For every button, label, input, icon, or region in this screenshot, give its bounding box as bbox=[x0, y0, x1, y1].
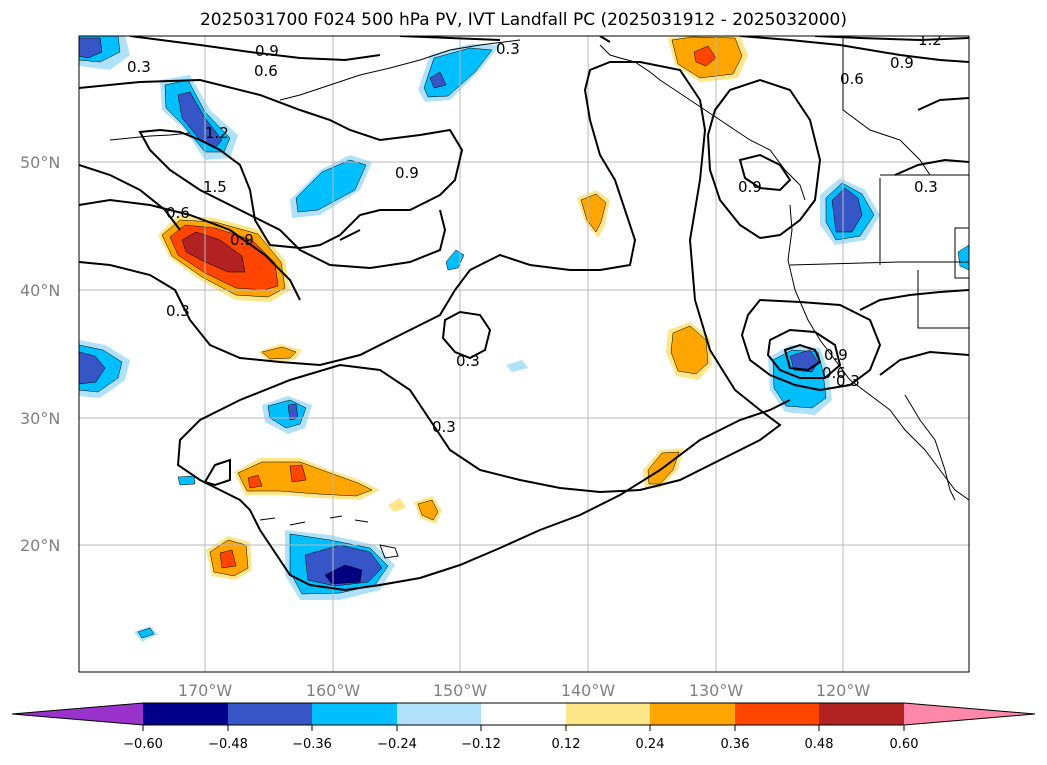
contour-label: 0.3 bbox=[127, 58, 151, 76]
lat-label-40n: 40°N bbox=[20, 281, 60, 300]
contour-label: 0.3 bbox=[914, 178, 938, 196]
colorbar-tick-label: −0.12 bbox=[461, 737, 501, 752]
colorbar-segment bbox=[143, 703, 228, 725]
contour-label: 0.9 bbox=[738, 178, 762, 196]
lon-label-140w: 140°W bbox=[561, 681, 616, 700]
colorbar-segment bbox=[735, 703, 819, 725]
anomaly-patch-blue bbox=[831, 187, 863, 233]
latitude-labels: 50°N 40°N 30°N 20°N bbox=[20, 153, 60, 555]
anomaly-patch-orange bbox=[388, 498, 406, 512]
page-title: 2025031700 F024 500 hPa PV, IVT Landfall… bbox=[199, 10, 847, 30]
anomaly-patches bbox=[79, 36, 969, 642]
contour-label: 0.3 bbox=[836, 372, 860, 390]
anomaly-patch-blue bbox=[177, 475, 196, 486]
colorbar-tick-label: 0.12 bbox=[552, 737, 581, 752]
colorbar-high-extend bbox=[904, 703, 1035, 725]
lat-label-50n: 50°N bbox=[20, 153, 60, 172]
colorbar-low-extend bbox=[12, 703, 143, 725]
anomaly-patch-blue bbox=[506, 360, 528, 372]
contour-label: 0.3 bbox=[496, 40, 520, 58]
colorbar-segment bbox=[650, 703, 735, 725]
contour-label: 0.6 bbox=[254, 62, 278, 80]
anomaly-patch-orange bbox=[580, 193, 607, 233]
colorbar-segment bbox=[312, 703, 397, 725]
contour-label: 0.6 bbox=[166, 204, 190, 222]
anomaly-patch-blue bbox=[324, 564, 363, 585]
anomaly-patch-blue bbox=[957, 244, 969, 271]
contour-label: 0.3 bbox=[432, 418, 456, 436]
anomaly-patch-orange bbox=[219, 549, 237, 569]
contour-label: 0.6 bbox=[822, 364, 846, 382]
map-panel: 0.3 0.9 0.6 0.3 1.2 0.9 0.6 1.2 1.5 0.9 … bbox=[79, 31, 969, 672]
anomaly-patch-orange bbox=[417, 499, 439, 521]
anomaly-patch-orange bbox=[261, 346, 297, 360]
colorbar-tick-label: −0.24 bbox=[377, 737, 417, 752]
coastlines bbox=[109, 36, 969, 559]
anomaly-patch-blue bbox=[79, 37, 103, 59]
lat-label-30n: 30°N bbox=[20, 409, 60, 428]
contour-label: 1.2 bbox=[918, 31, 942, 49]
contour-label: 0.6 bbox=[840, 70, 864, 88]
lon-label-160w: 160°W bbox=[306, 681, 361, 700]
anomaly-patch-blue bbox=[177, 91, 223, 149]
anomaly-patch-orange bbox=[289, 464, 307, 483]
contour-label: 1.2 bbox=[205, 124, 229, 142]
lon-label-150w: 150°W bbox=[433, 681, 488, 700]
colorbar-tick-label: 0.48 bbox=[805, 737, 834, 752]
anomaly-patch-orange bbox=[670, 325, 709, 375]
longitude-labels: 170°W 160°W 150°W 140°W 130°W 120°W bbox=[178, 681, 871, 700]
contour-label: 0.9 bbox=[395, 164, 419, 182]
lon-label-120w: 120°W bbox=[816, 681, 871, 700]
map-frame bbox=[78, 35, 970, 673]
colorbar-tick-label: 0.36 bbox=[721, 737, 750, 752]
anomaly-patch-blue bbox=[79, 351, 106, 385]
contour-label: 0.9 bbox=[890, 54, 914, 72]
contour-labels: 0.3 0.9 0.6 0.3 1.2 0.9 0.6 1.2 1.5 0.9 … bbox=[127, 31, 942, 436]
anomaly-patch-orange bbox=[181, 231, 246, 273]
lon-label-130w: 130°W bbox=[689, 681, 744, 700]
colorbar-tick-label: −0.36 bbox=[292, 737, 332, 752]
colorbar-segment bbox=[819, 703, 904, 725]
colorbar-segment bbox=[566, 703, 650, 725]
anomaly-patch-blue bbox=[137, 627, 155, 639]
colorbar-segment bbox=[397, 703, 481, 725]
contour-label: 0.3 bbox=[166, 302, 190, 320]
contour-label: 0.9 bbox=[230, 231, 254, 249]
anomaly-patch-blue bbox=[429, 71, 447, 89]
contour-label: 0.9 bbox=[824, 346, 848, 364]
colorbar-tick-label: 0.24 bbox=[636, 737, 665, 752]
contour-label: 1.5 bbox=[203, 178, 227, 196]
anomaly-patch-blue bbox=[295, 159, 367, 213]
colorbar-tick-label: −0.48 bbox=[208, 737, 248, 752]
colorbar-tick-label: 0.60 bbox=[890, 737, 919, 752]
lon-label-170w: 170°W bbox=[178, 681, 233, 700]
lat-label-20n: 20°N bbox=[20, 536, 60, 555]
contour-label: 0.3 bbox=[456, 352, 480, 370]
pv-contours bbox=[79, 36, 969, 592]
contour-label: 0.9 bbox=[255, 42, 279, 60]
colorbar: −0.60 −0.48 −0.36 −0.24 −0.12 0.12 0.24 … bbox=[11, 702, 1036, 752]
anomaly-patch-orange bbox=[247, 474, 263, 489]
colorbar-segment bbox=[481, 703, 566, 725]
anomaly-patch-orange bbox=[693, 45, 717, 67]
colorbar-tick-label: −0.60 bbox=[123, 737, 163, 752]
colorbar-segment bbox=[228, 703, 312, 725]
